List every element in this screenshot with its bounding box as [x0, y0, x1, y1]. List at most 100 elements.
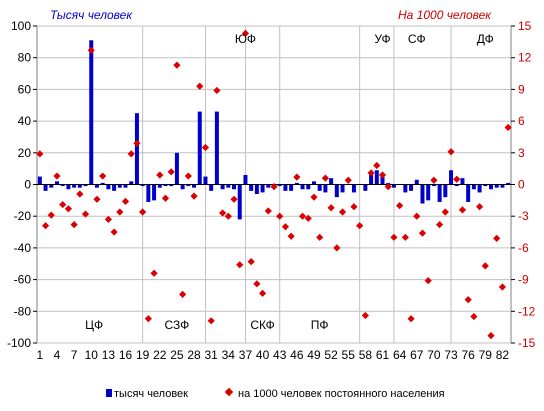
bar: [494, 184, 499, 188]
data-point: [116, 208, 124, 216]
data-point: [139, 208, 147, 216]
data-point: [207, 317, 215, 325]
bar: [420, 184, 425, 204]
data-point: [441, 208, 449, 216]
bar: [66, 184, 71, 190]
x-tick-label: 1: [37, 348, 44, 362]
data-point: [436, 221, 444, 229]
x-tick-label: 73: [444, 348, 458, 362]
bar: [289, 184, 294, 191]
bar: [100, 182, 105, 185]
bar: [449, 170, 454, 185]
x-tick-label: 49: [307, 348, 321, 362]
data-point: [276, 212, 284, 220]
x-tick-label: 55: [342, 348, 356, 362]
data-point: [493, 234, 501, 242]
bar: [471, 184, 476, 190]
data-point: [76, 190, 84, 198]
left-tick-label: 80: [18, 51, 32, 65]
data-point: [219, 209, 227, 217]
left-axis-title: Тысяч человек: [50, 8, 133, 22]
data-point: [150, 269, 158, 277]
x-tick-label: 52: [324, 348, 338, 362]
x-tick-label: 58: [359, 348, 373, 362]
bar: [112, 184, 117, 191]
data-point: [41, 222, 50, 230]
data-point: [127, 150, 135, 158]
point-series: [36, 29, 512, 340]
bar: [243, 174, 248, 185]
x-tick-label: 64: [393, 348, 407, 362]
bar: [334, 184, 339, 198]
data-point: [464, 296, 472, 304]
bar: [117, 184, 122, 188]
bar: [323, 184, 328, 193]
data-point: [47, 211, 55, 219]
bar: [369, 173, 374, 185]
data-point: [241, 29, 250, 37]
x-tick-label: 4: [54, 348, 61, 362]
data-point: [236, 261, 244, 269]
bar-series: [37, 40, 511, 220]
data-point: [224, 212, 232, 220]
bar: [260, 184, 265, 193]
bar: [77, 184, 82, 188]
bar: [351, 184, 356, 193]
data-point: [167, 168, 175, 176]
bar: [283, 184, 288, 191]
left-tick-label: 0: [24, 178, 31, 192]
x-tick-label: 40: [256, 348, 270, 362]
left-tick-label: 20: [18, 146, 32, 160]
data-point: [81, 210, 90, 218]
bar: [317, 184, 322, 191]
bar: [426, 184, 431, 201]
bar: [89, 40, 94, 185]
right-tick-label: -3: [518, 209, 529, 223]
data-point: [64, 205, 73, 213]
data-point: [390, 233, 398, 241]
data-point: [361, 311, 369, 320]
data-point: [173, 61, 181, 69]
data-point: [144, 315, 152, 323]
bar: [83, 184, 88, 187]
data-point: [424, 277, 432, 285]
data-point: [418, 229, 427, 237]
legend-bar-label: тысяч человек: [114, 388, 188, 400]
district-label: ЦФ: [85, 318, 103, 332]
bar: [152, 184, 157, 201]
bar: [489, 184, 494, 190]
bar: [329, 178, 334, 185]
x-tick-label: 13: [102, 348, 116, 362]
bar: [437, 184, 442, 202]
bar: [197, 111, 202, 185]
data-point: [504, 123, 512, 132]
data-point: [413, 212, 421, 220]
data-point: [396, 202, 404, 210]
bar: [483, 184, 488, 187]
bar: [72, 184, 77, 188]
legend-bar-swatch: [106, 389, 112, 397]
data-point: [401, 233, 409, 241]
bar: [146, 184, 151, 202]
data-point: [99, 172, 107, 180]
bar: [106, 184, 111, 190]
left-tick-label: -20: [14, 209, 32, 223]
x-tick-label: 22: [153, 348, 167, 362]
left-tick-label: -60: [14, 273, 32, 287]
data-point: [161, 194, 170, 202]
bar: [54, 181, 59, 185]
district-labels: ЮФ УФ СФ ДФ ЦФ СЗФ СКФ ПФ: [85, 32, 494, 332]
data-point: [156, 171, 164, 179]
right-tick-label: 9: [518, 82, 525, 96]
data-point: [367, 169, 375, 177]
data-point: [87, 46, 95, 54]
right-tick-label: 15: [518, 19, 532, 33]
bar: [477, 184, 482, 193]
data-point: [201, 143, 210, 152]
data-point: [281, 223, 290, 231]
data-point: [458, 206, 467, 214]
bar: [454, 184, 459, 187]
district-label: ПФ: [311, 318, 329, 332]
right-tick-label: 6: [518, 114, 525, 128]
data-point: [481, 262, 489, 270]
